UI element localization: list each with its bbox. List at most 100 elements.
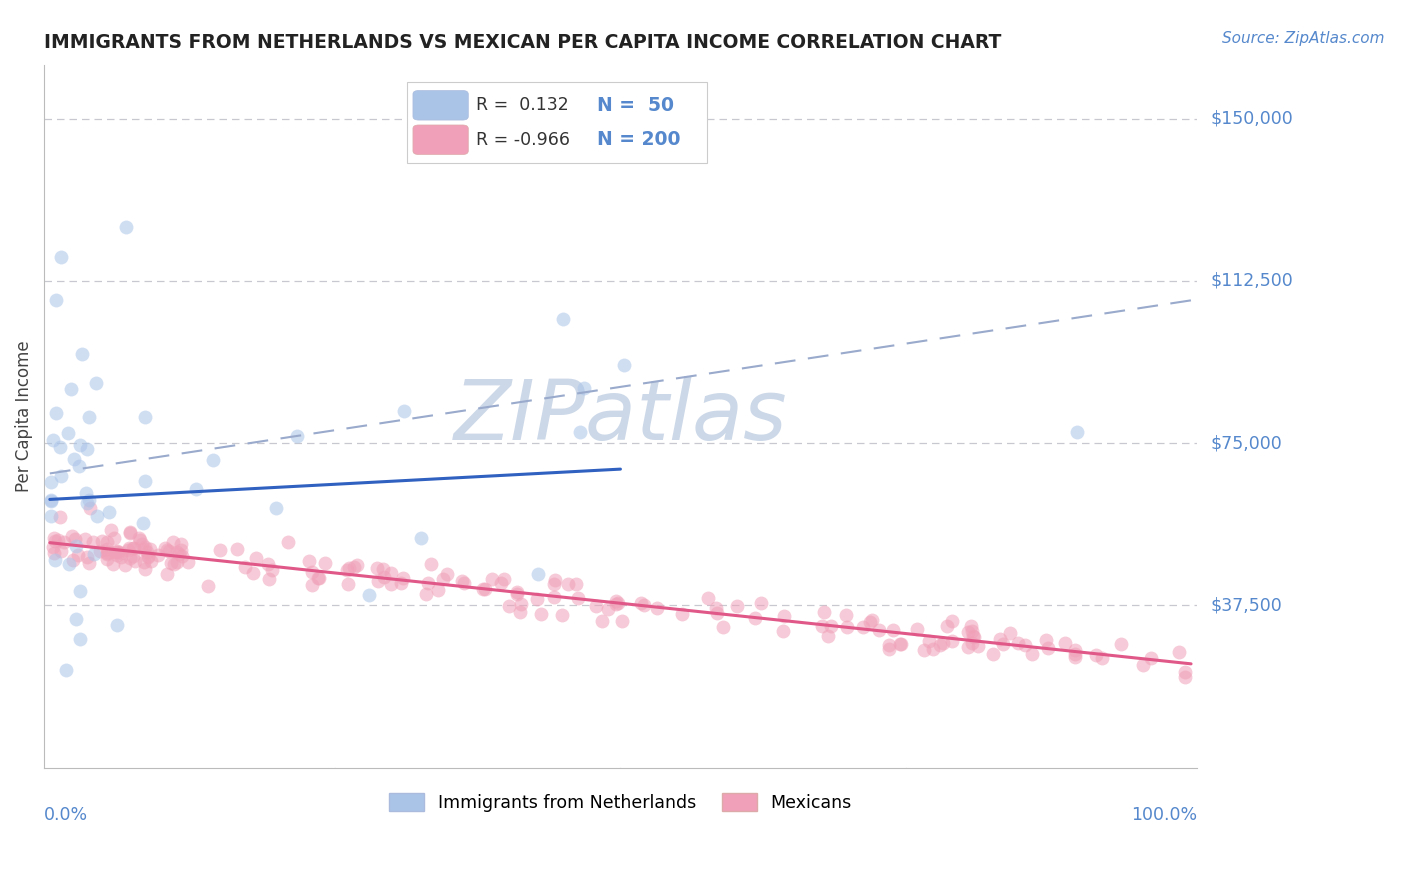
Point xyxy=(711,620,734,634)
Point xyxy=(905,622,928,636)
Point xyxy=(813,605,835,619)
Point xyxy=(605,597,627,611)
Point xyxy=(409,531,432,545)
Point xyxy=(60,529,83,543)
Point xyxy=(860,613,883,627)
Point xyxy=(83,547,105,561)
Point xyxy=(245,551,267,566)
Point xyxy=(107,545,129,559)
Point xyxy=(167,547,190,561)
Point xyxy=(110,549,132,564)
Point xyxy=(96,551,118,566)
Point xyxy=(105,545,128,559)
Point xyxy=(1174,670,1197,684)
Point xyxy=(65,539,87,553)
Point xyxy=(957,640,980,654)
Point xyxy=(132,542,155,557)
Point xyxy=(208,542,231,557)
Point xyxy=(612,614,634,628)
Point xyxy=(415,587,437,601)
Text: ZIPatlas: ZIPatlas xyxy=(454,376,787,457)
Point xyxy=(114,219,136,234)
Point xyxy=(935,619,957,633)
Point xyxy=(1007,636,1029,650)
Point xyxy=(166,545,188,559)
Point xyxy=(1063,650,1085,665)
Point xyxy=(103,531,125,545)
Point xyxy=(39,509,62,524)
Point xyxy=(49,440,72,454)
Point xyxy=(553,312,575,326)
Point xyxy=(55,663,77,677)
Point xyxy=(585,599,607,613)
Point xyxy=(450,574,472,588)
Point xyxy=(835,620,858,634)
Point xyxy=(146,549,169,563)
Point xyxy=(77,493,100,508)
Text: 100.0%: 100.0% xyxy=(1130,806,1197,824)
Point xyxy=(1090,650,1112,665)
Point xyxy=(77,556,100,570)
Point xyxy=(42,531,65,545)
Point xyxy=(56,426,79,441)
Point xyxy=(1132,657,1154,672)
Point xyxy=(960,624,983,638)
Point xyxy=(704,600,727,615)
Point xyxy=(62,452,84,467)
Point xyxy=(45,293,67,308)
Point xyxy=(77,409,100,424)
Point xyxy=(110,546,132,560)
Point xyxy=(749,596,772,610)
Point xyxy=(298,554,321,568)
Point xyxy=(100,523,122,537)
Point xyxy=(630,596,652,610)
Point xyxy=(526,592,548,607)
Point xyxy=(645,601,668,615)
Point xyxy=(128,533,150,547)
Point xyxy=(506,587,529,601)
Text: $37,500: $37,500 xyxy=(1211,597,1282,615)
Point xyxy=(567,591,589,605)
Point xyxy=(101,557,124,571)
Point xyxy=(157,543,180,558)
Point xyxy=(162,535,184,549)
Point xyxy=(301,565,323,579)
Point xyxy=(890,637,912,651)
Point xyxy=(139,554,162,568)
Point xyxy=(373,570,395,584)
Legend: Immigrants from Netherlands, Mexicans: Immigrants from Netherlands, Mexicans xyxy=(382,786,859,819)
Point xyxy=(139,541,162,556)
Text: R =  0.132: R = 0.132 xyxy=(477,96,569,114)
Point xyxy=(58,557,80,571)
Point xyxy=(307,571,329,585)
Point xyxy=(868,624,890,638)
Point xyxy=(725,599,748,614)
Point xyxy=(932,636,955,650)
Point xyxy=(1174,665,1197,679)
Point xyxy=(543,591,565,605)
Point xyxy=(121,541,143,556)
Point xyxy=(509,597,531,611)
Point xyxy=(75,485,97,500)
Point xyxy=(53,535,76,549)
Point xyxy=(226,541,249,556)
Point xyxy=(922,642,945,657)
Point xyxy=(122,541,145,556)
Point xyxy=(960,619,983,633)
Point xyxy=(773,608,796,623)
Point xyxy=(69,583,91,598)
Point xyxy=(49,469,72,483)
Point xyxy=(42,541,65,555)
Point xyxy=(128,531,150,545)
FancyBboxPatch shape xyxy=(413,90,468,120)
Point xyxy=(257,557,280,571)
Point xyxy=(453,576,475,591)
Point xyxy=(86,509,108,524)
Point xyxy=(1168,645,1191,659)
Point xyxy=(48,509,70,524)
Point xyxy=(69,438,91,452)
Point xyxy=(76,550,98,565)
Point xyxy=(118,525,141,540)
Point xyxy=(506,584,529,599)
Text: $75,000: $75,000 xyxy=(1211,434,1282,452)
